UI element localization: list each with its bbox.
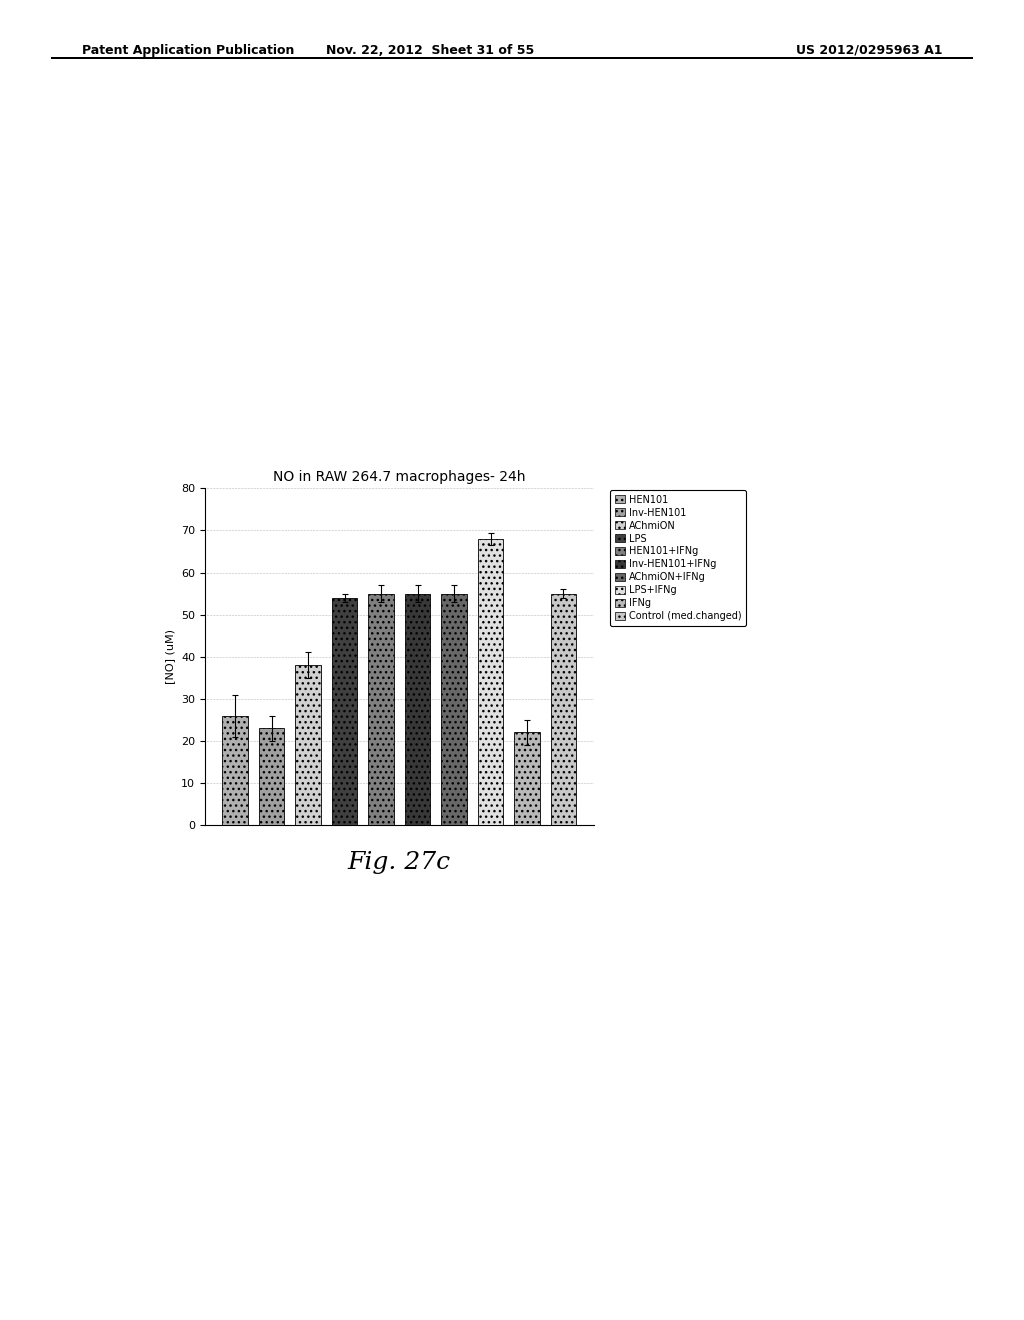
Bar bbox=[551, 594, 577, 825]
Bar bbox=[369, 594, 394, 825]
Bar bbox=[441, 594, 467, 825]
Bar bbox=[259, 729, 285, 825]
Bar bbox=[478, 539, 503, 825]
Bar bbox=[404, 594, 430, 825]
Text: Patent Application Publication: Patent Application Publication bbox=[82, 44, 294, 57]
Text: Fig. 27c: Fig. 27c bbox=[348, 851, 451, 874]
Bar bbox=[296, 665, 321, 825]
Title: NO in RAW 264.7 macrophages- 24h: NO in RAW 264.7 macrophages- 24h bbox=[273, 470, 525, 484]
Y-axis label: [NO] (uM): [NO] (uM) bbox=[166, 630, 175, 684]
Text: Nov. 22, 2012  Sheet 31 of 55: Nov. 22, 2012 Sheet 31 of 55 bbox=[326, 44, 535, 57]
Legend: HEN101, Inv-HEN101, AChmiON, LPS, HEN101+IFNg, Inv-HEN101+IFNg, AChmiON+IFNg, LP: HEN101, Inv-HEN101, AChmiON, LPS, HEN101… bbox=[610, 490, 746, 626]
Bar bbox=[332, 598, 357, 825]
Bar bbox=[222, 715, 248, 825]
Text: US 2012/0295963 A1: US 2012/0295963 A1 bbox=[796, 44, 942, 57]
Bar bbox=[514, 733, 540, 825]
